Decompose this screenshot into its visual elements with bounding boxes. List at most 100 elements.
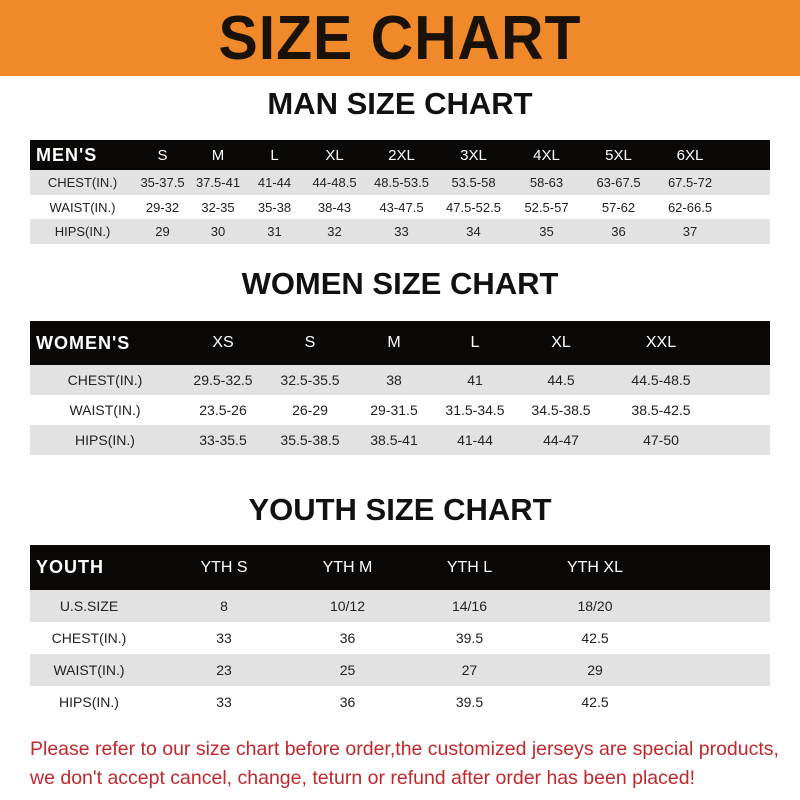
table-cell: 32.5-35.5 xyxy=(280,372,340,388)
table-cell: 31.5-34.5 xyxy=(445,402,505,418)
table-row: WAIST(IN.) 29-32 32-35 35-38 38-43 43-47.5 47.… xyxy=(30,195,770,220)
table-cell: 41-44 xyxy=(257,174,292,190)
table-cell: 2XL xyxy=(388,146,415,164)
table-cell: 25 xyxy=(339,662,356,678)
table-cell: 39.5 xyxy=(455,630,484,646)
table-cell: S xyxy=(304,334,316,351)
table-cell: 52.5-57 xyxy=(524,199,569,215)
table-cell: 33-35.5 xyxy=(199,432,247,448)
table-cell: 4XL xyxy=(533,146,560,164)
table-cell: 34.5-38.5 xyxy=(531,402,591,418)
table-cell: 37 xyxy=(682,224,698,240)
table-cell: XS xyxy=(212,334,234,351)
table-cell: 36 xyxy=(611,224,626,240)
table-row: U.S.SIZE 8 10/12 14/16 18/20 xyxy=(30,590,770,622)
table-cell: 31 xyxy=(267,224,282,240)
table-cell: 35-37.5 xyxy=(140,174,185,190)
table-cell: 27 xyxy=(461,662,478,678)
table-cell: 42.5 xyxy=(581,630,609,646)
table-cell: 62-66.5 xyxy=(667,199,713,215)
size-chart-banner: SIZE CHART xyxy=(0,0,800,76)
table-row: WAIST(IN.) 23.5-26 26-29 29-31.5 31.5-34.5 34… xyxy=(30,395,770,425)
table-row: CHEST(IN.) 33 36 39.5 42.5 xyxy=(30,622,770,654)
row-label: MEN'S xyxy=(36,144,98,165)
table-cell: 33 xyxy=(216,630,232,646)
table-cell: 23 xyxy=(216,662,232,678)
table-cell: YTH M xyxy=(322,558,373,576)
table-cell: 67.5-72 xyxy=(667,174,713,190)
table-row: CHEST(IN.) 29.5-32.5 32.5-35.5 38 41 44.5 44.5… xyxy=(30,365,770,395)
youth-size-table: YOUTH YTH S YTH M YTH L YTH XL U.S.SIZE 8 10/12… xyxy=(30,545,770,718)
table-cell: 30 xyxy=(210,224,226,240)
table-cell: 63-67.5 xyxy=(596,174,641,190)
table-cell: M xyxy=(211,146,225,164)
table-cell: 29 xyxy=(587,662,603,678)
table-cell: 48.5-53.5 xyxy=(374,174,429,190)
table-cell: 36 xyxy=(339,630,356,646)
table-cell: 53.5-58 xyxy=(451,174,496,190)
table-cell: M xyxy=(387,334,401,351)
table-cell: 44.5 xyxy=(547,372,575,388)
row-label: U.S.SIZE xyxy=(59,598,119,614)
row-label: WAIST(IN.) xyxy=(49,199,116,215)
table-cell: YTH XL xyxy=(566,558,623,576)
women-size-table: WOMEN'S XS S M L XL XXL CHEST(IN.) 29.5-32.5 32.5… xyxy=(30,321,770,455)
table-cell: 44-47 xyxy=(543,432,579,448)
table-cell: S xyxy=(157,146,168,164)
table-cell: XL xyxy=(551,334,571,351)
table-cell: 32 xyxy=(327,224,342,240)
row-label: CHEST(IN.) xyxy=(67,372,143,388)
table-cell: 37.5-41 xyxy=(195,174,241,190)
row-label: WAIST(IN.) xyxy=(53,662,125,678)
row-label: HIPS(IN.) xyxy=(59,694,119,710)
table-cell: 14/16 xyxy=(451,598,488,614)
table-cell: 41 xyxy=(467,372,483,388)
row-label: HIPS(IN.) xyxy=(75,432,135,448)
header-row: WOMEN'S XS S M L XL XXL xyxy=(30,321,770,365)
header-row: YOUTH YTH S YTH M YTH L YTH XL xyxy=(30,545,770,590)
table-cell: 58-63 xyxy=(529,174,564,190)
table-cell: 38 xyxy=(386,372,402,388)
table-cell: 34 xyxy=(466,224,481,240)
table-cell: XL xyxy=(325,146,344,164)
men-chart-title: MAN SIZE CHART xyxy=(267,86,533,121)
table-cell: 10/12 xyxy=(329,598,366,614)
table-row: WAIST(IN.) 23 25 27 29 xyxy=(30,654,770,686)
table-cell: 26-29 xyxy=(292,402,328,418)
table-cell: 33 xyxy=(394,224,409,240)
table-cell: 29.5-32.5 xyxy=(193,372,253,388)
row-label: WAIST(IN.) xyxy=(69,402,141,418)
notice-line-2: we don't accept cancel, change, teturn o… xyxy=(30,767,695,789)
table-cell: 3XL xyxy=(460,146,487,164)
men-size-table: MEN'S S M L XL 2XL 3XL 4XL 5XL 6XL CHEST(IN.) 35-37… xyxy=(30,140,770,245)
table-row: HIPS(IN.) 33-35.5 35.5-38.5 38.5-41 41-44 44-… xyxy=(30,425,770,455)
table-cell: 36 xyxy=(339,694,356,710)
row-label: WOMEN'S xyxy=(36,332,131,353)
table-cell: 39.5 xyxy=(455,694,484,710)
table-cell: 6XL xyxy=(676,146,704,164)
youth-chart-title: YOUTH SIZE CHART xyxy=(248,492,552,527)
table-cell: 35.5-38.5 xyxy=(280,432,340,448)
table-cell: 44-48.5 xyxy=(312,174,357,190)
table-cell: 8 xyxy=(220,598,228,614)
row-label: CHEST(IN.) xyxy=(47,174,118,190)
table-cell: YTH L xyxy=(446,558,493,576)
table-cell: 18/20 xyxy=(577,598,613,614)
women-chart-title: WOMEN SIZE CHART xyxy=(241,266,559,301)
table-cell: 57-62 xyxy=(601,199,636,215)
row-label: YOUTH xyxy=(36,557,104,577)
table-cell: 47.5-52.5 xyxy=(446,199,501,215)
table-cell: 35-38 xyxy=(257,199,292,215)
table-cell: YTH S xyxy=(200,558,248,576)
table-row: HIPS(IN.) 33 36 39.5 42.5 xyxy=(30,686,770,718)
table-cell: 32-35 xyxy=(201,199,235,215)
table-cell: 44.5-48.5 xyxy=(631,372,691,388)
table-cell: 5XL xyxy=(605,146,632,164)
table-cell: 41-44 xyxy=(457,432,493,448)
table-cell: L xyxy=(270,146,279,164)
banner-title: SIZE CHART xyxy=(218,3,582,73)
row-label: CHEST(IN.) xyxy=(51,630,127,646)
table-cell: 47-50 xyxy=(643,432,679,448)
order-notice: Please refer to our size chart before or… xyxy=(30,735,790,793)
table-cell: 29 xyxy=(155,224,170,240)
